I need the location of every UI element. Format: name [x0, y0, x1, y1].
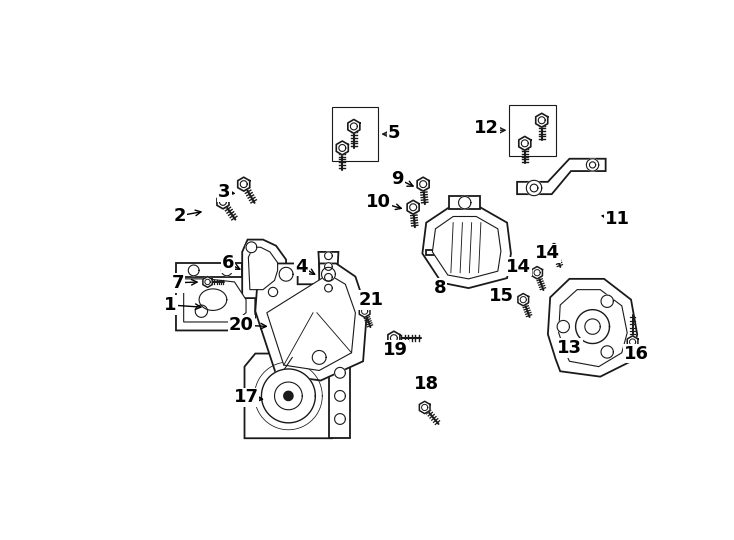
Polygon shape — [279, 267, 293, 281]
Polygon shape — [388, 331, 400, 345]
Polygon shape — [530, 184, 538, 192]
Text: 5: 5 — [388, 124, 400, 141]
Polygon shape — [244, 354, 340, 438]
Polygon shape — [319, 252, 338, 294]
Polygon shape — [217, 195, 229, 209]
Text: 4: 4 — [295, 258, 308, 275]
Polygon shape — [526, 180, 542, 195]
Polygon shape — [238, 177, 250, 191]
Polygon shape — [269, 287, 277, 296]
Polygon shape — [518, 294, 528, 306]
Polygon shape — [585, 319, 600, 334]
Polygon shape — [536, 113, 548, 127]
Polygon shape — [184, 279, 246, 322]
Polygon shape — [335, 367, 346, 378]
Polygon shape — [324, 252, 333, 260]
Polygon shape — [517, 159, 606, 194]
Polygon shape — [459, 197, 471, 209]
Polygon shape — [407, 200, 419, 214]
Polygon shape — [449, 195, 480, 209]
Polygon shape — [176, 264, 242, 276]
Polygon shape — [359, 305, 370, 318]
Text: 9: 9 — [391, 170, 404, 188]
Polygon shape — [519, 137, 531, 150]
Polygon shape — [267, 274, 355, 370]
Polygon shape — [549, 244, 559, 256]
Polygon shape — [335, 390, 346, 401]
Polygon shape — [321, 267, 335, 281]
Polygon shape — [575, 309, 609, 343]
Text: 18: 18 — [414, 375, 439, 393]
Polygon shape — [426, 249, 437, 255]
Text: 11: 11 — [605, 210, 630, 228]
Polygon shape — [336, 141, 349, 155]
Polygon shape — [559, 289, 627, 367]
Polygon shape — [203, 276, 212, 287]
Text: 3: 3 — [218, 183, 230, 201]
Polygon shape — [422, 207, 511, 288]
Polygon shape — [312, 350, 326, 365]
Polygon shape — [324, 273, 333, 281]
Polygon shape — [432, 217, 501, 279]
Polygon shape — [199, 289, 227, 310]
Polygon shape — [531, 267, 542, 279]
Polygon shape — [330, 354, 350, 438]
Polygon shape — [189, 265, 199, 276]
Text: 16: 16 — [624, 345, 649, 362]
Polygon shape — [255, 264, 367, 381]
Text: 19: 19 — [383, 341, 408, 359]
Polygon shape — [586, 159, 599, 171]
Polygon shape — [601, 346, 614, 358]
Text: 14: 14 — [535, 245, 560, 262]
Polygon shape — [195, 305, 208, 318]
Text: 14: 14 — [506, 258, 531, 275]
Polygon shape — [548, 279, 637, 377]
Polygon shape — [275, 382, 302, 410]
Polygon shape — [176, 271, 255, 330]
Text: 7: 7 — [172, 274, 184, 292]
Polygon shape — [284, 392, 293, 401]
Polygon shape — [419, 401, 430, 414]
Text: 6: 6 — [222, 254, 235, 273]
Text: 17: 17 — [233, 388, 258, 407]
Text: 10: 10 — [366, 193, 391, 211]
Text: 2: 2 — [173, 207, 186, 225]
Polygon shape — [246, 242, 257, 253]
Polygon shape — [324, 284, 333, 292]
Text: 13: 13 — [557, 339, 582, 357]
Polygon shape — [417, 177, 429, 191]
Polygon shape — [261, 369, 316, 423]
Polygon shape — [248, 247, 277, 289]
Text: 20: 20 — [229, 316, 254, 334]
Polygon shape — [589, 162, 595, 168]
Polygon shape — [324, 262, 333, 271]
Text: 21: 21 — [358, 291, 383, 309]
Text: 15: 15 — [489, 287, 515, 305]
Polygon shape — [348, 119, 360, 133]
Text: 12: 12 — [473, 119, 499, 137]
Polygon shape — [242, 240, 286, 298]
Polygon shape — [601, 295, 614, 307]
Polygon shape — [557, 320, 570, 333]
Polygon shape — [222, 265, 232, 276]
Text: 8: 8 — [434, 279, 446, 297]
Polygon shape — [628, 336, 638, 348]
Text: 1: 1 — [164, 296, 177, 314]
Polygon shape — [335, 414, 346, 424]
